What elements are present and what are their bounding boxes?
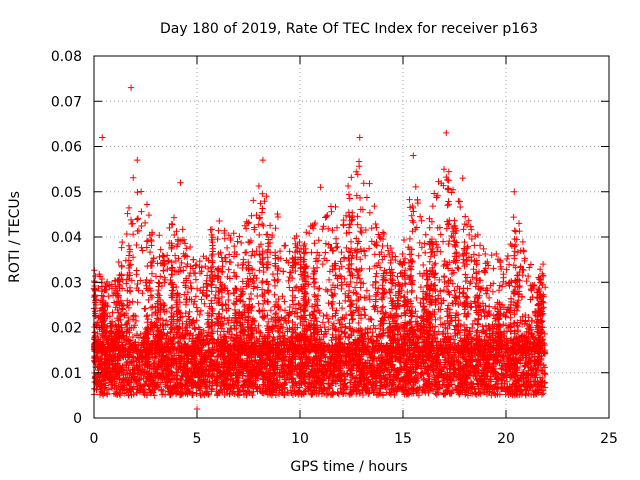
- data-point: [217, 331, 224, 339]
- data-point: [219, 378, 226, 385]
- data-point: [506, 365, 513, 372]
- data-point: [104, 391, 111, 398]
- data-point: [298, 391, 306, 398]
- data-point: [335, 361, 342, 369]
- data-point: [197, 391, 204, 399]
- data-point: [404, 351, 411, 359]
- data-point: [379, 392, 387, 399]
- data-point: [448, 381, 456, 388]
- data-point: [305, 387, 312, 394]
- data-point: [97, 360, 104, 367]
- data-point: [282, 353, 289, 361]
- data-point: [491, 353, 499, 360]
- grid: [94, 56, 609, 418]
- data-point: [387, 391, 395, 398]
- data-point: [429, 365, 436, 373]
- data-point: [334, 389, 341, 397]
- data-point: [151, 392, 158, 399]
- data-point: [174, 368, 181, 376]
- data-point: [326, 384, 333, 392]
- data-point: [316, 385, 323, 392]
- data-point: [386, 389, 393, 397]
- data-point: [365, 390, 372, 397]
- data-point: [386, 380, 393, 387]
- data-point: [121, 382, 128, 389]
- chart-title: Day 180 of 2019, Rate Of TEC Index for r…: [160, 21, 538, 37]
- data-point: [460, 352, 467, 360]
- data-point: [306, 373, 313, 380]
- data-point: [230, 383, 238, 391]
- data-point: [208, 353, 215, 360]
- data-point: [415, 392, 423, 399]
- data-point: [235, 374, 243, 382]
- data-point: [221, 391, 228, 399]
- data-point: [489, 363, 496, 370]
- data-point: [400, 388, 407, 396]
- data-point: [169, 372, 177, 380]
- data-point: [313, 384, 320, 391]
- data-point: [422, 351, 429, 358]
- data-points: [90, 84, 549, 413]
- data-point: [162, 391, 169, 398]
- data-point: [235, 391, 243, 398]
- data-point: [282, 361, 290, 368]
- data-point: [102, 382, 109, 389]
- data-point: [300, 390, 307, 397]
- data-point: [128, 385, 135, 392]
- data-point: [281, 365, 289, 373]
- data-point: [129, 358, 137, 365]
- data-point: [245, 384, 252, 391]
- data-point: [126, 379, 134, 386]
- data-point: [503, 378, 511, 385]
- data-point: [404, 391, 412, 398]
- data-point: [105, 386, 113, 393]
- data-point: [337, 385, 344, 392]
- data-point: [446, 366, 453, 373]
- data-point: [95, 357, 103, 365]
- data-point: [185, 387, 192, 394]
- data-point: [239, 382, 247, 389]
- data-point: [171, 376, 178, 383]
- data-point: [101, 385, 108, 392]
- data-point: [278, 362, 286, 369]
- data-point: [308, 391, 315, 398]
- data-point: [522, 391, 530, 398]
- data-point: [211, 377, 218, 385]
